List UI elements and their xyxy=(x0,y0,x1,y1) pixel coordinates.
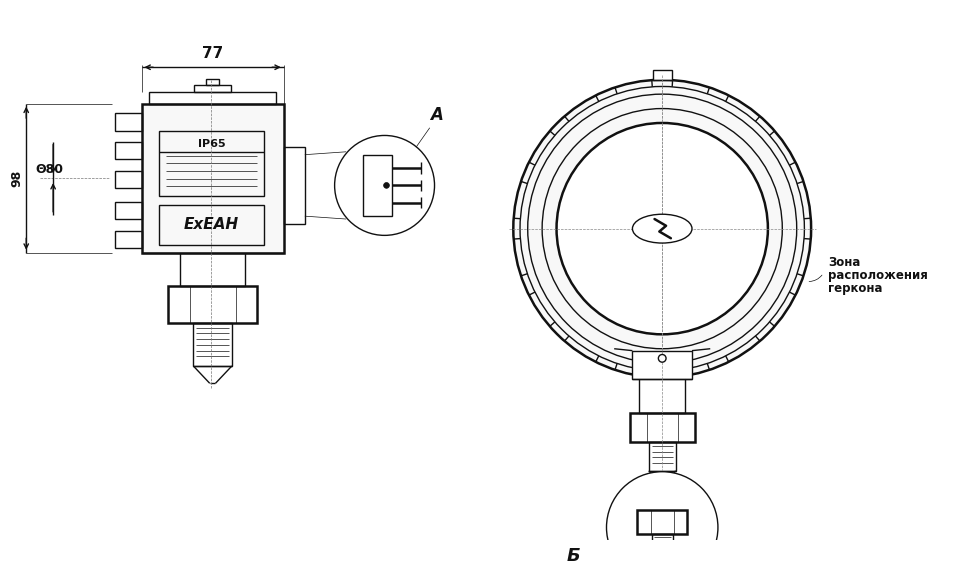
Bar xyxy=(637,510,687,534)
Bar xyxy=(653,70,672,80)
Text: IP65: IP65 xyxy=(198,139,226,149)
Text: A: A xyxy=(430,106,443,124)
Ellipse shape xyxy=(633,214,692,243)
Text: 77: 77 xyxy=(202,47,224,61)
Bar xyxy=(158,205,265,245)
Bar xyxy=(114,230,141,248)
Text: Зона: Зона xyxy=(828,256,861,269)
Bar xyxy=(114,142,141,160)
Bar xyxy=(141,104,284,253)
Bar xyxy=(630,413,695,442)
Circle shape xyxy=(607,472,718,562)
Text: 98: 98 xyxy=(11,170,23,187)
Bar xyxy=(284,147,305,224)
Text: ExEAН: ExEAН xyxy=(184,217,239,232)
Bar xyxy=(180,253,245,286)
Bar xyxy=(158,130,265,196)
Text: Θ80: Θ80 xyxy=(36,164,64,176)
Circle shape xyxy=(384,183,390,188)
Bar xyxy=(193,323,231,366)
Circle shape xyxy=(659,355,666,362)
Bar xyxy=(364,155,393,216)
Bar xyxy=(205,79,219,84)
Bar xyxy=(149,92,276,104)
Bar xyxy=(194,84,230,92)
Bar xyxy=(652,534,673,561)
Circle shape xyxy=(557,123,768,334)
Bar xyxy=(114,171,141,188)
Bar xyxy=(114,114,141,130)
Circle shape xyxy=(514,80,811,378)
Bar xyxy=(639,379,685,413)
Circle shape xyxy=(335,135,435,235)
Text: геркона: геркона xyxy=(828,283,883,296)
Bar xyxy=(649,442,676,471)
Bar xyxy=(114,202,141,219)
Bar xyxy=(633,351,692,379)
Bar xyxy=(168,286,257,323)
Text: Б: Б xyxy=(566,547,581,562)
Text: расположения: расположения xyxy=(828,269,928,282)
